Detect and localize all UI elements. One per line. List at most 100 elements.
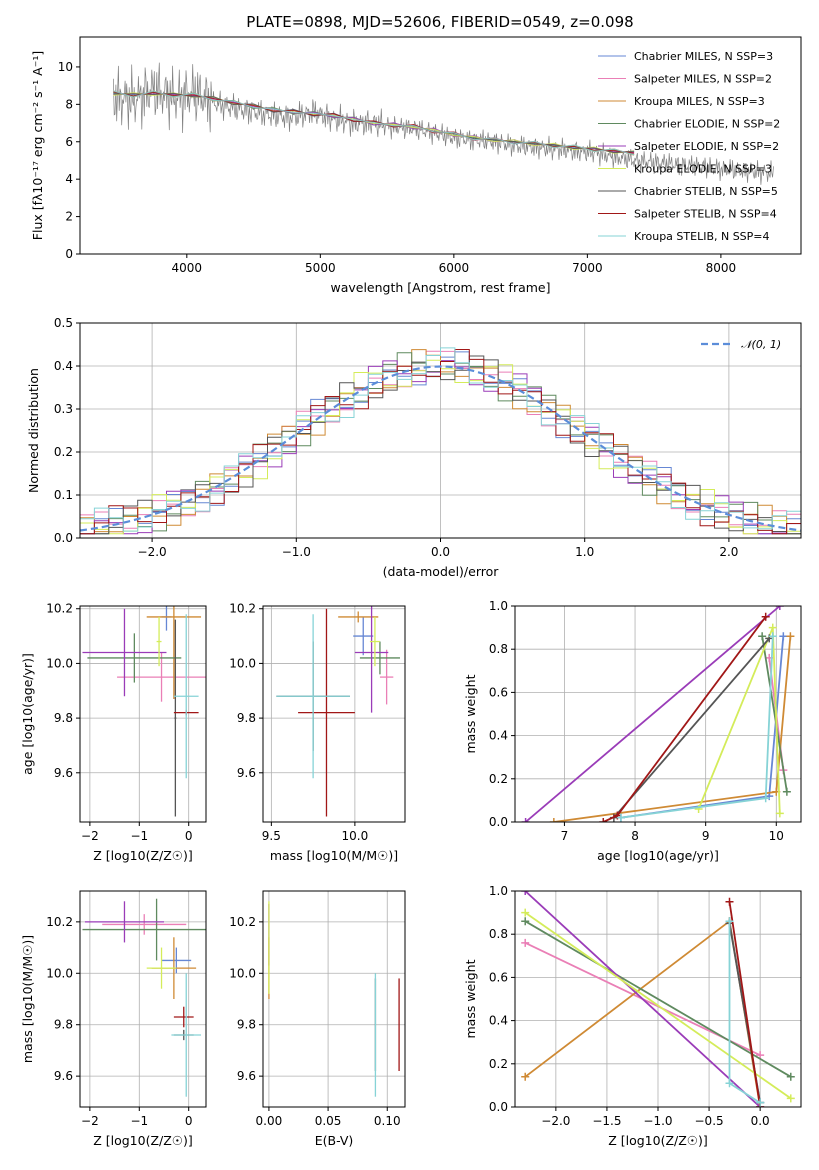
x-tick-label: 10.0 — [342, 829, 369, 843]
weight-line — [525, 606, 781, 822]
x-tick-label: 0.0 — [431, 545, 450, 559]
data-point — [354, 606, 389, 713]
y-tick-label: 10.0 — [46, 656, 73, 670]
panel-mass_vs_EBV: 0.00 0.05 0.10 9.6 9.8 10.0 10.2 E(B-V) — [229, 890, 406, 1148]
y-tick-label: 10.0 — [229, 656, 256, 670]
x-tick-label: −2 — [81, 829, 99, 843]
weight-marker — [599, 818, 608, 822]
y-axis-label: Flux [fλ10⁻¹⁷ erg cm⁻² s⁻¹ A⁻¹] — [30, 51, 45, 240]
weight-line — [524, 919, 761, 1107]
model-line — [113, 90, 635, 156]
data-point — [161, 947, 192, 974]
y-tick-label: 10.2 — [46, 915, 73, 929]
weight-line — [761, 636, 788, 792]
legend-label: Chabrier MILES, N SSP=3 — [634, 50, 773, 63]
weight-marker — [756, 1098, 765, 1107]
y-tick-label: 10.2 — [46, 602, 73, 616]
x-axis-label: E(B-V) — [315, 1133, 354, 1148]
x-tick-label: −2.0 — [138, 545, 167, 559]
data-point — [171, 973, 202, 1097]
weight-marker — [521, 938, 530, 947]
data-point — [102, 914, 187, 935]
y-tick-label: 8 — [65, 97, 73, 111]
figure-title: PLATE=0898, MJD=52606, FIBERID=0549, z=0… — [246, 13, 633, 31]
weight-marker — [616, 813, 625, 822]
y-axis-label: mass weight — [463, 959, 478, 1038]
panel-spectrum: Chabrier MILES, N SSP=3 Salpeter MILES, N… — [30, 36, 802, 295]
x-tick-label: 0.10 — [374, 1114, 401, 1128]
x-tick-label: −0.5 — [695, 1114, 724, 1128]
y-tick-label: 0.8 — [489, 642, 508, 656]
legend-label: Salpeter ELODIE, N SSP=2 — [634, 140, 779, 153]
weight-marker — [725, 917, 734, 926]
x-tick-label: 9.5 — [262, 829, 281, 843]
y-tick-label: 4 — [65, 172, 73, 186]
x-axis-label: Z [log10(Z/Z☉)] — [93, 1133, 193, 1148]
panel-age_vs_mass: 9.5 10.0 9.6 9.8 10.0 10.2 mass [log10(M/M☉)] — [229, 602, 406, 863]
plot-area — [521, 606, 795, 822]
data-point — [359, 641, 400, 675]
weight-marker — [521, 818, 530, 822]
data-point — [174, 619, 177, 817]
x-tick-label: −1 — [130, 829, 148, 843]
y-axis-label: mass [log10(M/M☉)] — [20, 935, 35, 1063]
gaussian-curve — [80, 365, 801, 532]
y-tick-label: 0.4 — [54, 359, 73, 373]
x-axis-label: Z [log10(Z/Z☉)] — [608, 1133, 708, 1148]
y-tick-label: 0.3 — [54, 402, 73, 416]
y-tick-label: 0.6 — [489, 970, 508, 984]
weight-line — [697, 627, 781, 814]
data-point — [82, 898, 206, 961]
y-tick-label: 0.2 — [54, 445, 73, 459]
x-tick-label: 1.0 — [575, 545, 594, 559]
y-tick-label: 0.5 — [54, 316, 73, 330]
y-tick-label: 0.1 — [54, 488, 73, 502]
legend: Chabrier MILES, N SSP=3 Salpeter MILES, N… — [598, 50, 780, 243]
weight-marker — [786, 632, 795, 641]
x-tick-label: 8000 — [706, 261, 737, 275]
x-tick-label: 4000 — [172, 261, 203, 275]
y-tick-label: 0.4 — [489, 1014, 508, 1028]
weight-marker — [761, 794, 770, 803]
weight-line — [524, 891, 761, 1107]
data-point — [84, 901, 164, 943]
x-tick-label: 0.00 — [256, 1114, 283, 1128]
plot-area — [276, 606, 400, 817]
legend-label: Salpeter MILES, N SSP=2 — [634, 73, 772, 86]
y-tick-label: 1.0 — [489, 884, 508, 898]
x-axis-label: mass [log10(M/M☉)] — [270, 848, 398, 863]
observed-spectrum — [113, 62, 774, 185]
legend-label: Salpeter STELIB, N SSP=4 — [634, 208, 777, 221]
x-tick-label: 9 — [702, 829, 710, 843]
x-tick-label: 7 — [561, 829, 569, 843]
weight-line — [524, 911, 792, 1100]
panel-massweight_vs_Z: −2.0 −1.5 −1.0 −0.5 0.0 0.0 0.2 0.4 0.6 0.8 1.0 Z [… — [463, 884, 802, 1148]
panel-age_vs_Z: −2 −1 0 9.6 9.8 10.0 10.2 Z [log10(Z/Z☉)] age [l… — [20, 602, 207, 863]
legend-label: 𝒩(0, 1) — [741, 338, 781, 351]
axes-frame — [262, 890, 406, 1108]
weight-line — [728, 901, 761, 1107]
panel-massweight_vs_age: 7 8 9 10 0.0 0.2 0.4 0.6 0.8 1.0 age [log10(age/yr… — [463, 599, 802, 863]
x-tick-label: 0 — [185, 1114, 193, 1128]
y-tick-label: 9.6 — [237, 766, 256, 780]
legend-label: Chabrier STELIB, N SSP=5 — [634, 185, 778, 198]
y-tick-label: 9.6 — [54, 1069, 73, 1083]
data-point — [82, 608, 167, 697]
x-axis-label: wavelength [Angstrom, rest frame] — [330, 280, 550, 295]
y-tick-label: 0.6 — [489, 685, 508, 699]
y-tick-label: 0.2 — [489, 772, 508, 786]
y-tick-label: 10.0 — [229, 966, 256, 980]
y-tick-label: 9.8 — [54, 711, 73, 725]
weight-marker — [521, 908, 530, 917]
weight-marker — [786, 1094, 795, 1103]
data-point — [146, 947, 177, 989]
y-tick-label: 2 — [65, 210, 73, 224]
legend-label: Kroupa STELIB, N SSP=4 — [634, 230, 770, 243]
weight-line — [613, 637, 770, 819]
weight-marker — [775, 606, 784, 610]
data-point — [276, 614, 350, 779]
data-point — [338, 611, 379, 623]
weight-marker — [775, 809, 784, 818]
plot-area — [521, 891, 795, 1107]
